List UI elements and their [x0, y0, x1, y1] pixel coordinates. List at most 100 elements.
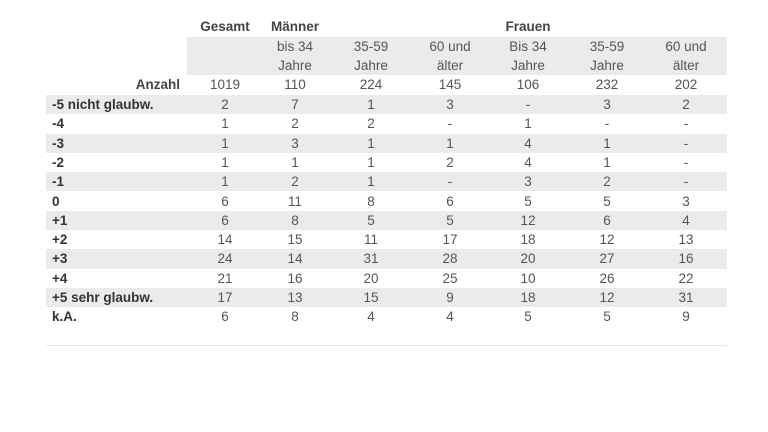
row-label: -1 [52, 174, 65, 190]
count: 202 [674, 77, 698, 92]
value: 12 [520, 212, 536, 228]
row-label: +4 [52, 270, 68, 286]
value: 1 [221, 116, 229, 132]
value: - [525, 97, 531, 112]
value: 1 [221, 174, 229, 190]
value: 1 [524, 116, 532, 132]
value: 4 [446, 309, 454, 325]
value: 6 [603, 212, 611, 228]
value: 12 [599, 290, 615, 305]
value: 21 [217, 270, 233, 286]
value: 11 [363, 232, 378, 248]
value: 10 [520, 270, 536, 286]
row-label: 0 [52, 193, 60, 209]
value: 9 [682, 309, 690, 325]
value: 3 [446, 97, 454, 112]
value: 16 [287, 270, 303, 286]
value: 2 [221, 97, 229, 112]
subheader-band [187, 37, 727, 75]
row-label: -4 [52, 116, 65, 132]
value: 13 [287, 290, 303, 305]
value: 5 [524, 193, 532, 209]
value: 14 [217, 232, 233, 248]
value: 1 [603, 154, 611, 170]
value: 4 [524, 154, 532, 170]
value: 1 [221, 135, 229, 151]
subheader: Bis 34 Jahre [509, 39, 547, 73]
row-band [46, 249, 727, 269]
value: 1 [221, 154, 229, 170]
value: 17 [217, 290, 233, 305]
value: 18 [520, 290, 536, 305]
value: 2 [446, 154, 454, 170]
subheader: 35-59 Jahre [589, 39, 625, 73]
count: 1019 [209, 77, 241, 92]
value: 6 [221, 193, 229, 209]
value: - [604, 116, 610, 132]
value: 16 [678, 251, 694, 267]
value: 3 [603, 97, 611, 112]
value: 3 [291, 135, 299, 151]
row-label: +1 [52, 212, 68, 228]
value: 2 [291, 116, 299, 132]
group-header: Gesamt [200, 19, 250, 34]
value: 14 [287, 251, 303, 267]
value: 13 [678, 232, 694, 248]
value: 22 [678, 270, 694, 286]
value: 2 [603, 174, 611, 190]
value: 4 [682, 212, 690, 228]
value: 27 [599, 251, 615, 267]
row-label: +3 [52, 251, 68, 267]
count: 106 [516, 77, 540, 92]
frame [46, 345, 727, 346]
value: 25 [442, 270, 458, 286]
count-label: Anzahl [135, 77, 180, 92]
row-label: -5 nicht glaubw. [52, 97, 154, 112]
value: 2 [367, 116, 375, 132]
row-label: -2 [52, 154, 65, 170]
row-band [46, 210, 727, 231]
value: 15 [287, 232, 303, 248]
value: 5 [603, 193, 611, 209]
value: 8 [367, 193, 375, 209]
value: 4 [367, 309, 375, 325]
value: 5 [524, 309, 532, 325]
value: 20 [520, 251, 536, 267]
value: 5 [367, 212, 375, 228]
value: 1 [291, 154, 299, 170]
value: 9 [446, 290, 454, 305]
value: 3 [682, 193, 690, 209]
value: 2 [291, 174, 299, 190]
value: 1 [367, 135, 375, 151]
value: - [683, 135, 689, 151]
row-band [46, 288, 727, 308]
value: 3 [524, 174, 532, 190]
value: 31 [363, 251, 379, 267]
value: 6 [221, 212, 229, 228]
value: - [683, 154, 689, 170]
group-header: Männer [270, 19, 319, 34]
subheader: 35-59 Jahre [353, 39, 389, 73]
value: 17 [442, 232, 458, 248]
value: 1 [446, 135, 454, 151]
row-band [46, 172, 727, 192]
value: 8 [291, 212, 299, 228]
value: 8 [291, 309, 299, 325]
row-band [46, 95, 727, 115]
value: 5 [446, 212, 454, 228]
row-label: +5 sehr glaubw. [52, 290, 154, 305]
value: 6 [446, 193, 454, 209]
value: 5 [603, 309, 611, 325]
count: 224 [359, 77, 383, 92]
value: 7 [291, 97, 299, 112]
group-header: Frauen [505, 19, 551, 34]
count: 145 [438, 77, 462, 92]
subheader: 60 und älter [665, 39, 707, 73]
subheader: 60 und älter [429, 39, 471, 73]
row-label: -3 [52, 135, 65, 151]
row-label: k.A. [52, 309, 77, 325]
value: 18 [520, 232, 536, 248]
value: - [683, 116, 689, 132]
row-band [46, 133, 727, 153]
value: - [683, 174, 689, 190]
